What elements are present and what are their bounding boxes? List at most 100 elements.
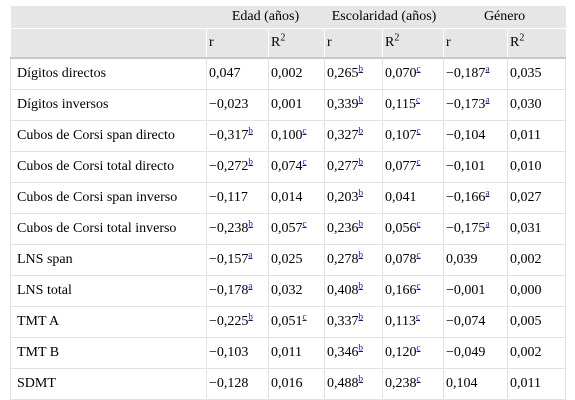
value-cell: 0,002 xyxy=(507,337,567,369)
group-header-row: Edad (años) Escolaridad (años) Género xyxy=(10,6,566,29)
sub-header-label: R xyxy=(271,35,281,50)
value-cell: 0,166c xyxy=(382,275,444,307)
value-cell: 0,115c xyxy=(382,89,444,121)
footnote-link[interactable]: b xyxy=(358,218,364,229)
row-label: Cubos de Corsi span directo xyxy=(10,120,207,152)
footnote-link[interactable]: c xyxy=(416,373,421,384)
cell-value: −0,157 xyxy=(209,252,249,267)
footnote-link[interactable]: b xyxy=(248,156,253,167)
table-row: Cubos de Corsi total directo −0,272b 0,074… xyxy=(10,151,567,183)
footnote-link[interactable]: b xyxy=(248,125,253,136)
cell-value: 0,056 xyxy=(385,221,417,236)
value-cell: 0,278b xyxy=(324,244,383,276)
footnote-link[interactable]: c xyxy=(416,342,421,353)
cell-value: 0,337 xyxy=(327,314,359,329)
value-cell: 0,107c xyxy=(382,120,444,152)
value-cell: −0,074 xyxy=(443,306,508,338)
footnote-link[interactable]: b xyxy=(248,218,253,229)
cell-value: −0,175 xyxy=(446,221,486,236)
table-row: Dígitos directos 0,047 0,002 0,265b 0,070c −0… xyxy=(10,57,567,90)
row-label: Dígitos directos xyxy=(10,57,207,90)
footnote-link[interactable]: b xyxy=(358,249,364,260)
sub-header-row: r R2 r R2 r R2 xyxy=(10,28,566,58)
cell-value: 0,057 xyxy=(271,221,303,236)
cell-value: 0,011 xyxy=(271,345,302,360)
footnote-link[interactable]: b xyxy=(358,187,364,198)
corner-cell-sub xyxy=(10,28,207,58)
cell-value: 0,035 xyxy=(510,66,542,81)
value-cell: −0,187a xyxy=(443,57,508,90)
footnote-link[interactable]: a xyxy=(485,218,490,229)
footnote-link[interactable]: b xyxy=(358,342,364,353)
footnote-link[interactable]: c xyxy=(416,63,421,74)
value-cell: 0,005 xyxy=(507,306,567,338)
footnote-link[interactable]: c xyxy=(416,280,421,291)
row-label: Cubos de Corsi total directo xyxy=(10,151,207,183)
footnote-link[interactable]: c xyxy=(416,125,421,136)
cell-value: 0,346 xyxy=(327,345,359,360)
cell-value: 0,203 xyxy=(327,190,359,205)
sub-header-sup: 2 xyxy=(519,32,525,44)
group-label-genero: Género xyxy=(483,9,526,24)
value-cell: −0,166a xyxy=(443,182,508,214)
footnote-link[interactable]: c xyxy=(302,156,307,167)
value-cell: −0,104 xyxy=(443,120,508,152)
footnote-link[interactable]: b xyxy=(358,373,364,384)
footnote-link[interactable]: a xyxy=(485,63,490,74)
sub-header-cell: r xyxy=(324,28,383,58)
cell-value: 0,031 xyxy=(510,221,542,236)
footnote-link[interactable]: b xyxy=(358,280,364,291)
footnote-link[interactable]: c xyxy=(416,156,421,167)
sub-header-sup: 2 xyxy=(394,32,400,44)
cell-value: 0,032 xyxy=(271,283,303,298)
footnote-link[interactable]: a xyxy=(485,187,490,198)
footnote-link[interactable]: b xyxy=(358,94,364,105)
cell-value: 0,005 xyxy=(510,314,542,329)
row-label: TMT A xyxy=(10,306,207,338)
footnote-link[interactable]: c xyxy=(302,311,307,322)
value-cell: −0,001 xyxy=(443,275,508,307)
table-row: LNS total −0,178a 0,032 0,408b 0,166c −0,001 0… xyxy=(10,275,567,307)
footnote-link[interactable]: c xyxy=(416,218,421,229)
sub-header-cell: r xyxy=(206,28,269,58)
value-cell: 0,265b xyxy=(324,57,383,90)
value-cell: 0,104 xyxy=(443,368,508,400)
value-cell: 0,346b xyxy=(324,337,383,369)
footnote-link[interactable]: b xyxy=(358,156,364,167)
value-cell: 0,011 xyxy=(507,120,567,152)
footnote-link[interactable]: a xyxy=(248,249,253,260)
value-cell: 0,113c xyxy=(382,306,444,338)
footnote-link[interactable]: a xyxy=(248,280,253,291)
footnote-link[interactable]: c xyxy=(302,218,307,229)
cell-value: 0,002 xyxy=(510,252,542,267)
table-row: LNS span −0,157a 0,025 0,278b 0,078c 0,039 0,0… xyxy=(10,244,567,276)
footnote-link[interactable]: c xyxy=(416,94,420,105)
row-label: Cubos de Corsi total inverso xyxy=(10,213,207,245)
cell-value: −0,317 xyxy=(209,128,249,143)
row-label: LNS total xyxy=(10,275,207,307)
footnote-link[interactable]: b xyxy=(248,311,253,322)
footnote-link[interactable]: c xyxy=(302,125,307,136)
footnote-link[interactable]: c xyxy=(416,249,421,260)
cell-value: 0,070 xyxy=(385,66,417,81)
footnote-link[interactable]: b xyxy=(358,125,364,136)
value-cell: 0,011 xyxy=(267,337,325,369)
cell-value: 0,002 xyxy=(510,345,542,360)
cell-value: 0,011 xyxy=(510,128,542,143)
table-row: Cubos de Corsi total inverso −0,238b 0,057… xyxy=(10,213,567,245)
footnote-link[interactable]: b xyxy=(358,311,364,322)
row-label: TMT B xyxy=(10,337,207,369)
corner-cell xyxy=(10,6,207,29)
cell-value: 0,025 xyxy=(271,252,303,267)
cell-value: −0,272 xyxy=(209,159,249,174)
group-label-escolaridad: Escolaridad (años) xyxy=(331,9,437,24)
footnote-link[interactable]: b xyxy=(358,63,364,74)
value-cell: −0,175a xyxy=(443,213,508,245)
value-cell: 0,010 xyxy=(507,151,567,183)
cell-value: 0,014 xyxy=(271,190,303,205)
footnote-link[interactable]: a xyxy=(485,94,490,105)
sub-header-cell: R2 xyxy=(382,28,444,58)
cell-value: 0,078 xyxy=(385,252,417,267)
footnote-link[interactable]: c xyxy=(416,311,420,322)
cell-value: 0,001 xyxy=(271,97,303,112)
